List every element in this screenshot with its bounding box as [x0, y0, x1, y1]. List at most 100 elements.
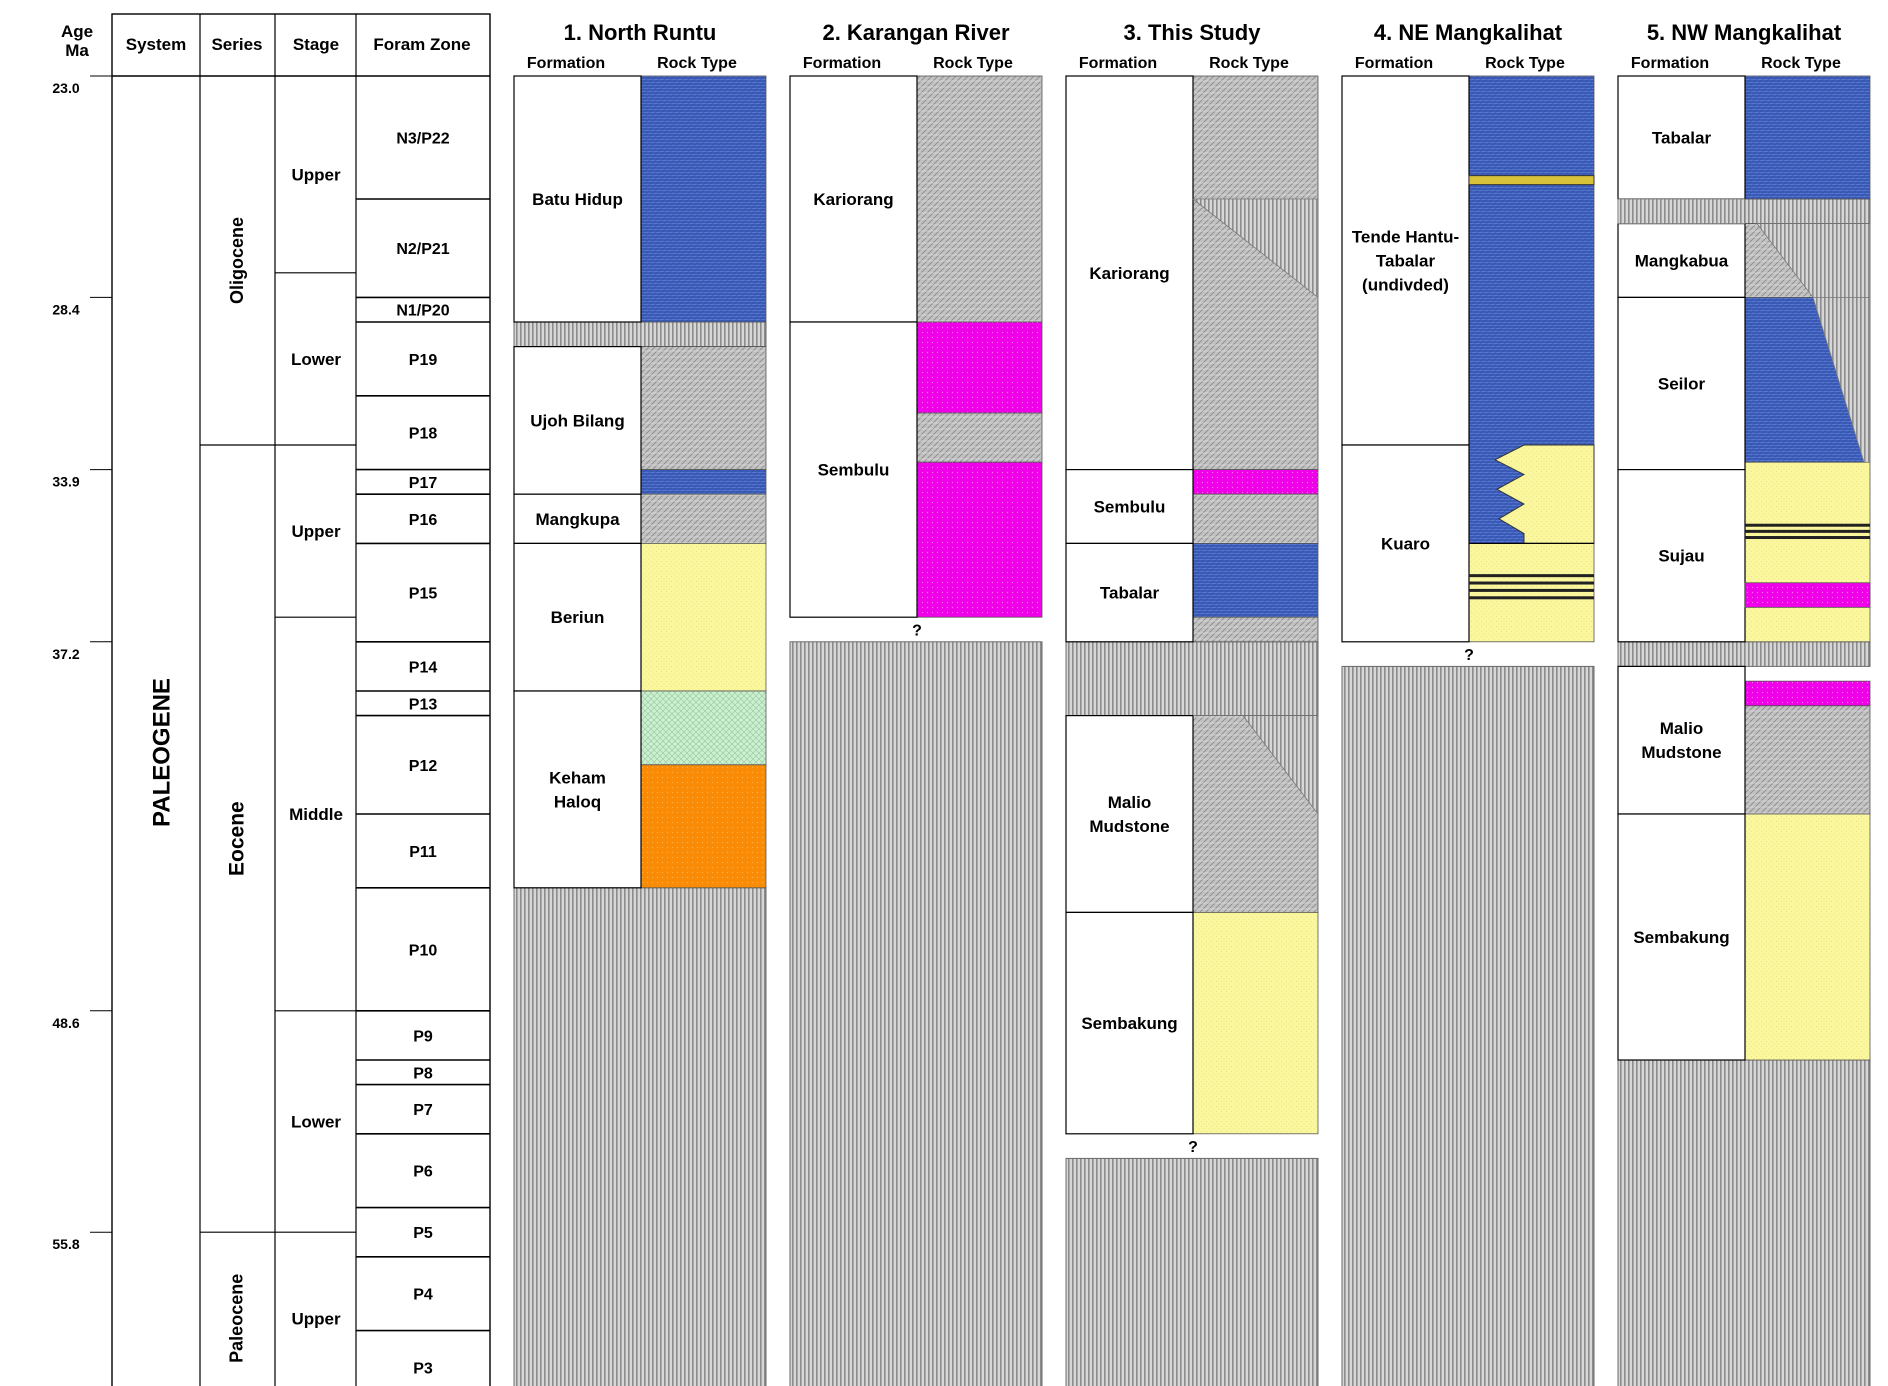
formation-header: Formation: [1631, 55, 1709, 72]
rock-type-header: Rock Type: [1485, 55, 1565, 72]
formation-header: Formation: [803, 55, 881, 72]
formation-box: [1617, 813, 1746, 1061]
formation-name: Sembakung: [1633, 928, 1729, 947]
formation-name: Beriun: [551, 608, 605, 627]
formation-name: Haloq: [554, 792, 601, 811]
hiatus-band: [513, 321, 767, 348]
formation-name: Keham: [549, 768, 606, 787]
foram-zone-label: P13: [409, 696, 438, 713]
formation-name: Tabalar: [1376, 252, 1436, 271]
formation-box: [1065, 714, 1194, 913]
rock-gray-block: [640, 493, 767, 544]
hiatus-band: [513, 887, 767, 1386]
question-mark: ?: [1464, 647, 1474, 664]
formation-box: [513, 75, 642, 323]
section-title: 4. NE Mangkalihat: [1374, 20, 1563, 45]
formation-box: [789, 75, 918, 323]
series-label: Paleocene: [227, 1274, 247, 1363]
formation-name: Malio: [1108, 793, 1151, 812]
hiatus-band: [789, 641, 1043, 1386]
foram-zone-label: P17: [409, 475, 438, 492]
dark-lamina: [1745, 523, 1870, 527]
formation-box: [1341, 444, 1470, 643]
formation-name: Malio: [1660, 719, 1703, 738]
formation-box: [513, 690, 642, 889]
section-title: 3. This Study: [1124, 20, 1262, 45]
formation-name: Sujau: [1658, 547, 1704, 566]
age-label: 55.8: [52, 1236, 79, 1252]
rock-magenta-block: [1192, 469, 1319, 495]
gradational-contact-wedge: [1191, 198, 1319, 299]
series-label: Oligocene: [227, 217, 247, 304]
foram-zone-label: N1/P20: [396, 303, 449, 320]
rock-yellow-block: [640, 543, 767, 692]
formation-name: Seilor: [1658, 375, 1706, 394]
stage-label: Lower: [291, 350, 341, 369]
foram-zone-label: P19: [409, 352, 438, 369]
formation-name: Sembakung: [1081, 1014, 1177, 1033]
rock-gray-block: [640, 346, 767, 471]
header-series: Series: [211, 35, 262, 54]
foram-zone-label: P3: [413, 1361, 433, 1378]
formation-name: Tabalar: [1652, 129, 1712, 148]
age-label: 28.4: [52, 301, 79, 317]
formation-box: [1065, 75, 1194, 471]
dark-lamina: [1469, 588, 1594, 592]
gradational-contact-wedge: [1193, 715, 1319, 816]
formation-name: Ujoh Bilang: [530, 411, 624, 430]
section-column-4: 4. NE Mangkalihat Formation Rock Type Tende…: [1341, 20, 1595, 1386]
formation-box: [1065, 469, 1194, 545]
formation-box: [1617, 75, 1746, 200]
formation-header: Formation: [1079, 55, 1157, 72]
foram-zone-label: N3/P22: [396, 131, 449, 148]
age-label: 23.0: [52, 80, 79, 96]
formation-name: Mudstone: [1641, 743, 1721, 762]
foram-zone-label: P5: [413, 1225, 433, 1242]
formation-name: Kariorang: [813, 190, 893, 209]
rock-type-header: Rock Type: [1761, 55, 1841, 72]
lithology-details: [1191, 175, 1871, 816]
formation-name: Tabalar: [1100, 584, 1160, 603]
rock-gray-block: [916, 412, 1043, 463]
rock-type-header: Rock Type: [933, 55, 1013, 72]
rock-gray-block: [916, 75, 1043, 323]
rock-yellow-block: [1744, 461, 1871, 643]
formation-box: [513, 493, 642, 545]
rock-gray-block: [1192, 616, 1319, 643]
stage-label: Upper: [291, 522, 341, 541]
foram-zone-label: P8: [413, 1065, 433, 1082]
dark-lamina: [1745, 536, 1870, 540]
age-label: 33.9: [52, 474, 79, 490]
foram-zone-label: P12: [409, 758, 438, 775]
hiatus-band: [1065, 1157, 1319, 1386]
hiatus-band: [1617, 198, 1746, 225]
formation-header: Formation: [1355, 55, 1433, 72]
formation-name: Mudstone: [1089, 817, 1169, 836]
header-system: System: [126, 35, 186, 54]
header-age: Age Ma: [61, 22, 93, 60]
foram-zone-label: P4: [413, 1287, 433, 1304]
foram-zone-label: P7: [413, 1102, 433, 1119]
hiatus-band: [1341, 665, 1595, 1386]
rock-blue-block: [1192, 543, 1319, 618]
formation-name: Tende Hantu-: [1352, 228, 1459, 247]
stage-label: Middle: [289, 805, 343, 824]
chronostratigraphy-table: 23.0 28.4 33.9 37.2 48.6 55.8 PALEOGENE Oligoce…: [52, 13, 491, 1386]
table-frame: [111, 13, 491, 1386]
rock-gray-block: [1192, 493, 1319, 544]
formation-box: [789, 321, 918, 618]
foram-zone-label: P11: [409, 844, 437, 861]
formation-name: Mangkabua: [1635, 252, 1729, 271]
rock-green-block: [640, 690, 767, 766]
formation-name: Sembulu: [1094, 498, 1166, 517]
question-mark: ?: [912, 623, 922, 640]
section-title: 2. Karangan River: [822, 20, 1010, 45]
series-label: Eocene: [226, 801, 249, 876]
question-mark: ?: [1188, 1139, 1198, 1156]
rock-blue-block: [640, 469, 767, 495]
system-label: PALEOGENE: [148, 678, 175, 827]
rock-yellow-block: [1192, 912, 1319, 1135]
hiatus-band: [1617, 641, 1871, 667]
foram-zone-label: P9: [413, 1028, 433, 1045]
